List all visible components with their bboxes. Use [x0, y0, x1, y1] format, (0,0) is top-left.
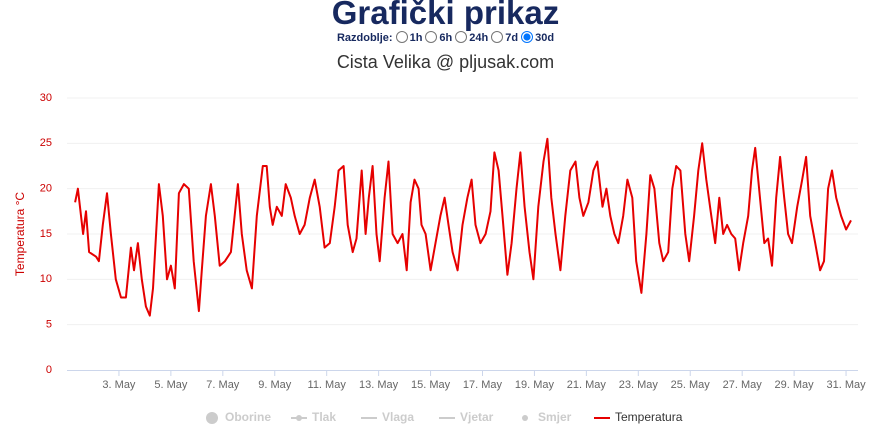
- page-title: Grafički prikaz: [331, 0, 560, 31]
- period-option[interactable]: 24h: [469, 32, 489, 44]
- x-tick-label: 27. May: [723, 379, 763, 391]
- period-option[interactable]: 1h: [409, 32, 423, 44]
- legend-symbol: [522, 415, 528, 421]
- period-option[interactable]: 6h: [439, 32, 453, 44]
- y-tick-label: 0: [46, 364, 52, 376]
- period-radio[interactable]: [455, 31, 468, 43]
- y-tick-label: 30: [40, 92, 52, 104]
- x-tick-label: 25. May: [671, 379, 711, 391]
- x-tick-label: 5. May: [154, 379, 188, 391]
- x-tick-label: 7. May: [206, 379, 240, 391]
- period-option[interactable]: 7d: [505, 32, 519, 44]
- x-tick-label: 3. May: [102, 379, 136, 391]
- legend-item[interactable]: Oborine: [225, 410, 271, 424]
- x-tick-label: 9. May: [258, 379, 292, 391]
- x-tick-label: 29. May: [775, 379, 815, 391]
- x-tick-label: 21. May: [567, 379, 607, 391]
- y-tick-label: 10: [40, 273, 52, 285]
- x-tick-label: 31. May: [826, 379, 866, 391]
- y-tick-label: 15: [40, 228, 52, 240]
- x-tick-label: 23. May: [619, 379, 659, 391]
- y-tick-label: 5: [46, 319, 52, 331]
- legend-item[interactable]: Smjer: [538, 410, 572, 424]
- period-radio[interactable]: [395, 31, 408, 43]
- period-label: Razdoblje:: [336, 32, 393, 44]
- x-tick-label: 17. May: [463, 379, 503, 391]
- legend-symbol: [206, 412, 218, 424]
- legend-item[interactable]: Tlak: [312, 410, 336, 424]
- period-radio[interactable]: [425, 31, 438, 43]
- period-selector: Razdoblje: 1h 6h 24h 7d 30d: [0, 31, 891, 44]
- period-radio[interactable]: [521, 31, 534, 43]
- x-tick-label: 19. May: [515, 379, 555, 391]
- y-tick-label: 20: [40, 183, 52, 195]
- temperature-line: [74, 137, 852, 317]
- legend-item[interactable]: Temperatura: [615, 410, 683, 424]
- period-radio[interactable]: [491, 31, 504, 43]
- y-axis-title: Temperatura °C: [13, 192, 27, 276]
- chart-subtitle: Cista Velika @ pljusak.com: [336, 52, 555, 72]
- x-tick-label: 11. May: [308, 379, 347, 391]
- legend-item[interactable]: Vlaga: [382, 410, 414, 424]
- period-option[interactable]: 30d: [535, 32, 555, 44]
- legend-symbol: [296, 415, 302, 421]
- legend-item[interactable]: Vjetar: [460, 410, 494, 424]
- y-tick-label: 25: [40, 137, 52, 149]
- x-tick-label: 15. May: [411, 379, 451, 391]
- x-tick-label: 13. May: [359, 379, 399, 391]
